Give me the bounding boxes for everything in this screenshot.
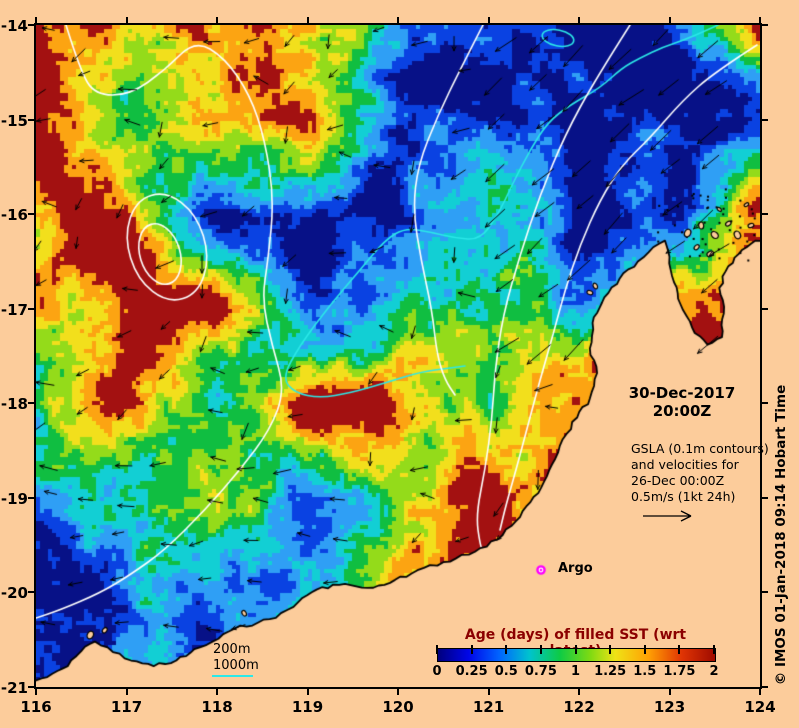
x-axis-tick-top [35,17,37,25]
colorbar-tick-label: 1.75 [663,664,696,679]
datetime-annotation: 30-Dec-2017 20:00Z [601,384,763,420]
x-axis-tick-label: 116 [20,698,52,716]
colorbar-tick [609,645,612,654]
x-axis-tick-label: 122 [563,698,595,716]
colorbar-tick [470,645,473,654]
gsla-annotation: GSLA (0.1m contours) and velocities for … [631,441,796,505]
x-axis-tick-label: 124 [744,698,776,716]
x-axis-tick-top [759,17,761,25]
x-axis-tick-bottom [668,687,671,695]
y-axis-tick-label: -19 [0,489,28,508]
y-axis-tick-right [760,118,768,121]
isobath-legend: 200m 1000m [213,642,259,674]
x-axis-tick-label: 120 [382,698,414,716]
x-axis-tick-bottom [35,687,37,695]
argo-label: Argo [558,561,593,576]
y-axis-tick-left [28,591,36,594]
colorbar-tick [505,645,508,654]
x-axis-tick-bottom [306,687,309,695]
y-axis-tick-right [760,686,768,688]
y-axis-tick-label: -18 [0,395,28,414]
x-axis-tick-top [668,17,671,25]
y-axis-tick-label: -14 [0,17,28,35]
colorbar-tick [574,645,577,654]
x-axis-tick-bottom [759,687,761,695]
x-axis-tick-top [306,17,309,25]
colorbar-tick [436,645,438,654]
y-axis-tick-right [760,496,768,499]
x-axis-tick-label: 119 [291,698,324,716]
x-axis-tick-bottom [397,687,399,695]
isobath-200m-label: 200m [213,642,251,657]
colorbar-tick [643,645,646,654]
x-axis-tick-label: 121 [472,698,505,716]
x-axis-tick-bottom [487,687,490,695]
x-axis-tick-label: 123 [653,698,686,716]
datetime-time: 20:00Z [652,402,712,420]
colorbar-tick-label: 2 [709,664,719,679]
y-axis-tick-label: -15 [0,111,28,130]
y-axis-tick-left [28,24,36,26]
colorbar-tick [678,645,681,654]
colorbar-tick-label: 1 [570,664,581,679]
credit-text: © IMOS 01-Jan-2018 09:14 Hobart Time [773,384,789,686]
x-axis-tick-label: 118 [201,698,233,716]
x-axis-tick-top [397,17,399,25]
y-axis-tick-right [760,307,768,310]
sst-age-map-canvas [36,25,760,687]
y-axis-tick-right [760,213,768,216]
y-axis-tick-label: -20 [0,584,28,603]
x-axis-tick-top [487,17,490,25]
colorbar-gradient [437,648,716,662]
colorbar-tick-label: 1.25 [594,664,627,679]
gsla-line: GSLA (0.1m contours) [631,441,769,456]
y-axis-tick-label: -17 [0,300,28,319]
colorbar-tick-label: 1.5 [633,664,657,679]
colorbar-tick-label: 0.75 [524,664,557,679]
y-axis-tick-left [28,496,36,499]
colorbar-tick-label: 0.25 [455,664,488,679]
x-axis-tick-top [125,17,128,25]
y-axis-tick-left [28,213,36,216]
isobath-1000m-swatch [212,675,253,677]
x-axis-tick-bottom [125,687,128,695]
y-axis-tick-left [28,118,36,121]
y-axis-tick-left [28,686,36,688]
datetime-date: 30-Dec-2017 [628,384,736,402]
colorbar-tick-label: 0.5 [494,664,518,679]
x-axis-tick-bottom [216,687,218,695]
gsla-line: 26-Dec 00:00Z [631,473,725,488]
y-axis-tick-left [28,307,36,310]
colorbar-tick [713,645,715,654]
x-axis-tick-top [216,17,218,25]
y-axis-tick-right [760,402,768,405]
x-axis-tick-top [578,17,580,25]
colorbar-tick-label: 0 [432,664,442,679]
y-axis-tick-label: -21 [0,679,28,697]
y-axis-tick-left [28,402,36,405]
y-axis-tick-right [760,591,768,594]
velocity-scale-arrow-icon [643,510,692,522]
y-axis-tick-label: -16 [0,206,28,225]
y-axis-tick-right [760,24,768,26]
colorbar-tick [539,645,542,654]
x-axis-tick-bottom [578,687,580,695]
isobath-1000m-label: 1000m [213,658,259,673]
x-axis-tick-label: 117 [110,698,143,716]
gsla-line: 0.5m/s (1kt 24h) [631,489,736,504]
gsla-line: and velocities for [631,457,739,472]
